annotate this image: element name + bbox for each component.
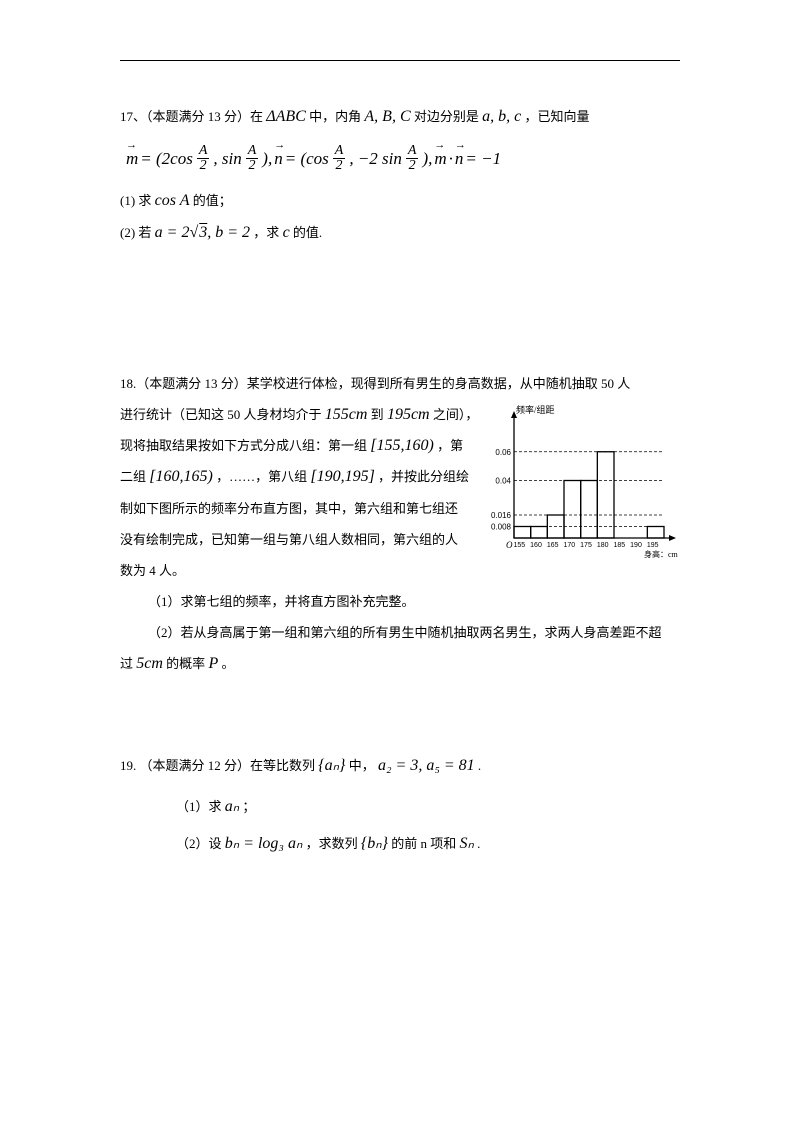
q19-p2a: （2）设 bbox=[176, 836, 222, 851]
svg-text:0.008: 0.008 bbox=[491, 522, 512, 531]
q18-l2a: 进行统计（已知这 50 人身材均介于 bbox=[120, 407, 322, 422]
svg-text:175: 175 bbox=[580, 542, 592, 549]
svg-text:165: 165 bbox=[547, 542, 559, 549]
histogram-svg: 频率/组距 O 0.008 0.016 0.04 0.06 155 160 165 170 175 1… bbox=[480, 403, 680, 558]
svg-text:频率/组距: 频率/组距 bbox=[516, 404, 555, 415]
svg-text:195: 195 bbox=[647, 542, 659, 549]
svg-text:0.016: 0.016 bbox=[491, 511, 512, 520]
q18-l1: 18.（本题满分 13 分）某学校进行体检，现得到所有男生的身高数据，从中随机抽… bbox=[120, 368, 680, 399]
q17-h-b: 中，内角 bbox=[309, 109, 361, 124]
q17-header: 17、（本题满分 13 分）在 ΔABC 中，内角 A, B, C 对边分别是 … bbox=[120, 101, 680, 132]
q18-p1: （1）求第七组的频率，并将直方图补充完整。 bbox=[120, 586, 680, 617]
q18-p2b-a: 过 bbox=[120, 656, 133, 671]
q17-h-d: ，已知向量 bbox=[524, 109, 589, 124]
q17-angles: A, B, C bbox=[364, 108, 410, 125]
gap-1 bbox=[120, 248, 680, 368]
eq-open: = (2cos bbox=[140, 150, 193, 167]
q17-p2: (2) 若 a = 2√3, b = 2 ，求 c 的值. bbox=[120, 217, 680, 248]
frac-a2-2: A2 bbox=[244, 144, 261, 173]
q19-p1b: aₙ bbox=[225, 798, 239, 815]
q19-p1a: （1）求 bbox=[176, 799, 222, 814]
page-content: 17、（本题满分 13 分）在 ΔABC 中，内角 A, B, C 对边分别是 … bbox=[0, 0, 800, 899]
q19-p2: （2）设 bₙ = log₃ aₙ ，求数列 {bₙ} 的前 n 项和 Sₙ . bbox=[120, 828, 680, 859]
svg-text:0.04: 0.04 bbox=[495, 476, 511, 485]
q19-p2c: ，求数列 bbox=[306, 836, 358, 851]
q17-p1: (1) 求 cos A 的值； bbox=[120, 185, 680, 216]
svg-text:O: O bbox=[506, 540, 513, 550]
q17-p2-d: 的值. bbox=[293, 225, 322, 240]
svg-text:190: 190 bbox=[630, 542, 642, 549]
q17-p1-a: (1) 求 bbox=[120, 193, 151, 208]
q19-p2d: {bₙ} bbox=[361, 835, 388, 852]
q18-p2b-b: 5cm bbox=[136, 655, 163, 672]
q17-formula: m = (2cos A2 , sin A2 ), n = (cos A2 , −… bbox=[120, 132, 680, 185]
eq-mid4: , −2 sin bbox=[349, 150, 402, 167]
q19-l1d: a₂ = 3, a₅ = 81 bbox=[378, 757, 475, 774]
frac-a2-1: A2 bbox=[195, 144, 212, 173]
q17-h-a: 17、（本题满分 13 分）在 bbox=[120, 109, 263, 124]
q18-l4c: ，……，第八组 bbox=[216, 469, 307, 484]
svg-text:0.06: 0.06 bbox=[495, 448, 511, 457]
q17-h-c: 对边分别是 bbox=[414, 109, 479, 124]
q18-l3c: ，第 bbox=[437, 438, 463, 453]
frac-a2-3: A2 bbox=[331, 144, 348, 173]
q18-l2d: 195cm bbox=[387, 406, 430, 423]
eq-dot: · bbox=[449, 150, 453, 167]
eq-mid1: , sin bbox=[213, 150, 241, 167]
q19-l1a: 19. （本题满分 12 分）在等比数列 bbox=[120, 758, 315, 773]
svg-text:170: 170 bbox=[563, 542, 575, 549]
q18-p2b-c: 的概率 bbox=[166, 656, 205, 671]
q19-l1b: {aₙ} bbox=[318, 757, 345, 774]
q17-sides: a, b, c bbox=[482, 108, 521, 125]
eq-rhs: = −1 bbox=[465, 150, 501, 167]
vec-n2: n bbox=[455, 150, 464, 167]
q18-l4a: 二组 bbox=[120, 469, 146, 484]
svg-text:身高：cm: 身高：cm bbox=[644, 549, 679, 558]
q17-p2-b: ，求 bbox=[253, 225, 279, 240]
eq-mid5: ), bbox=[422, 150, 432, 167]
q17-p1-b: cos A bbox=[155, 192, 190, 209]
vec-m: m bbox=[126, 150, 138, 167]
q18-block: 18.（本题满分 13 分）某学校进行体检，现得到所有男生的身高数据，从中随机抽… bbox=[120, 368, 680, 586]
q19-p2b: bₙ = log₃ aₙ bbox=[225, 835, 303, 852]
q18-l2b: 155cm bbox=[325, 406, 368, 423]
q17-p2-eq: a = 2√3, b = 2 bbox=[155, 224, 250, 241]
q18-l3a: 现将抽取结果按如下方式分成八组：第一组 bbox=[120, 438, 367, 453]
q18-p2a: （2）若从身高属于第一组和第六组的所有男生中随机抽取两名男生，求两人身高差距不超 bbox=[120, 617, 680, 648]
q17-p2-a: (2) 若 bbox=[120, 225, 151, 240]
q18-l2e: 之间）， bbox=[433, 407, 479, 422]
q17-p2-c: c bbox=[283, 224, 290, 241]
svg-text:180: 180 bbox=[597, 542, 609, 549]
eq-mid3: = (cos bbox=[285, 150, 329, 167]
top-rule bbox=[120, 60, 680, 61]
q18-p2b-d: P bbox=[208, 655, 218, 672]
q19-l1: 19. （本题满分 12 分）在等比数列 {aₙ} 中， a₂ = 3, a₅ … bbox=[120, 750, 680, 781]
q18-l4e: ，并按此分组绘 bbox=[378, 469, 469, 484]
svg-text:155: 155 bbox=[513, 542, 525, 549]
vec-n: n bbox=[274, 150, 283, 167]
q19-p1c: ； bbox=[242, 799, 255, 814]
q18-l4b: [160,165) bbox=[149, 468, 213, 485]
q19-p1: （1）求 aₙ ； bbox=[120, 791, 680, 822]
q18-l3b: [155,160) bbox=[370, 437, 434, 454]
q19-l1c: 中， bbox=[349, 758, 375, 773]
q17-p1-c: 的值； bbox=[193, 193, 232, 208]
q18-l4d: [190,195] bbox=[310, 468, 374, 485]
q19-p2e: 的前 n 项和 bbox=[391, 836, 456, 851]
q18-l2c: 到 bbox=[371, 407, 384, 422]
q17-tri: ΔABC bbox=[266, 108, 306, 125]
q19-p2f: Sₙ bbox=[460, 835, 474, 852]
vec-m2: m bbox=[434, 150, 446, 167]
eq-mid2: ), bbox=[262, 150, 272, 167]
gap-2 bbox=[120, 680, 680, 750]
q18-p2b-e: 。 bbox=[221, 656, 234, 671]
svg-text:160: 160 bbox=[530, 542, 542, 549]
histogram-chart: 频率/组距 O 0.008 0.016 0.04 0.06 155 160 165 170 175 1… bbox=[480, 403, 680, 563]
q18-p2b: 过 5cm 的概率 P 。 bbox=[120, 648, 680, 679]
frac-a2-4: A2 bbox=[404, 144, 421, 173]
q19-l1e: . bbox=[478, 758, 481, 773]
q19-p2g: . bbox=[477, 836, 480, 851]
svg-text:185: 185 bbox=[613, 542, 625, 549]
